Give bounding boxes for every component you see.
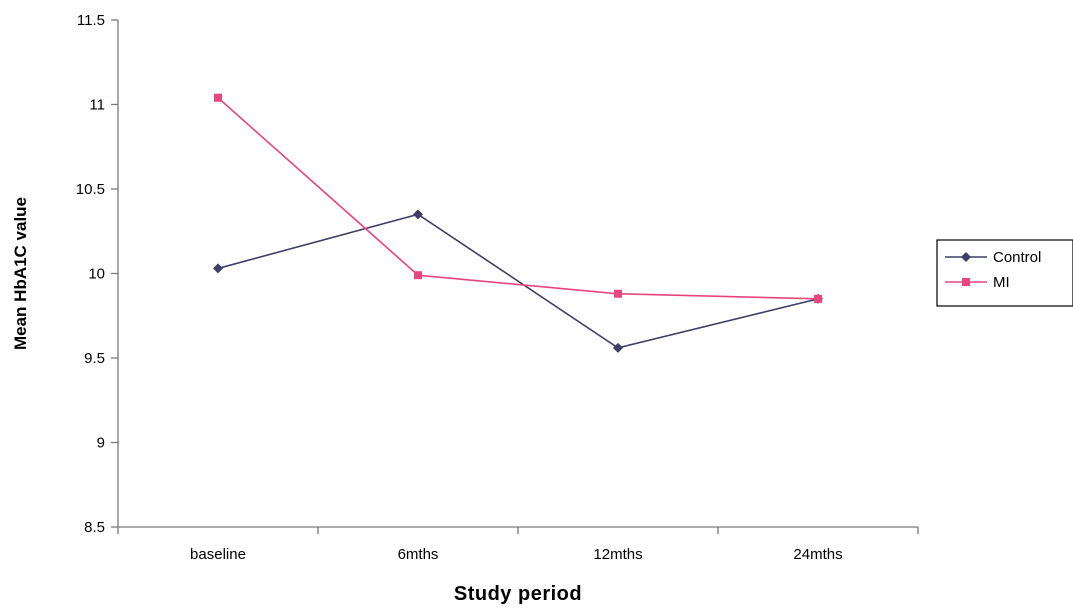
y-tick-label: 9 — [97, 435, 105, 452]
data-point — [414, 271, 422, 280]
data-point — [613, 342, 623, 353]
data-point — [413, 209, 423, 220]
y-tick-label: 10 — [88, 266, 105, 283]
y-tick-label: 11 — [89, 97, 105, 114]
legend-label: Control — [993, 249, 1041, 266]
data-point — [213, 263, 223, 274]
y-tick-label: 10.5 — [76, 181, 105, 198]
x-tick-label: baseline — [190, 546, 246, 563]
data-point — [614, 289, 622, 298]
data-point — [214, 93, 222, 102]
y-tick-label: 9.5 — [84, 350, 105, 367]
data-point — [814, 294, 822, 303]
legend-marker — [962, 278, 970, 286]
legend-marker — [961, 252, 971, 262]
legend: Control MI — [936, 239, 1073, 307]
legend-label: MI — [993, 274, 1010, 291]
series-line — [217, 213, 819, 349]
series-line — [217, 97, 819, 300]
x-axis-title: Study period — [454, 583, 582, 605]
y-tick-label: 11.5 — [77, 12, 105, 29]
legend-box — [936, 239, 1073, 307]
x-tick-label: 12mths — [593, 546, 642, 563]
y-tick-label: 8.5 — [84, 519, 105, 536]
x-tick-label: 6mths — [398, 546, 439, 563]
x-tick-label: 24mths — [793, 546, 842, 563]
y-axis-title: Mean HbA1C value — [11, 197, 30, 350]
series-mi — [214, 93, 822, 303]
series-control — [213, 209, 823, 353]
